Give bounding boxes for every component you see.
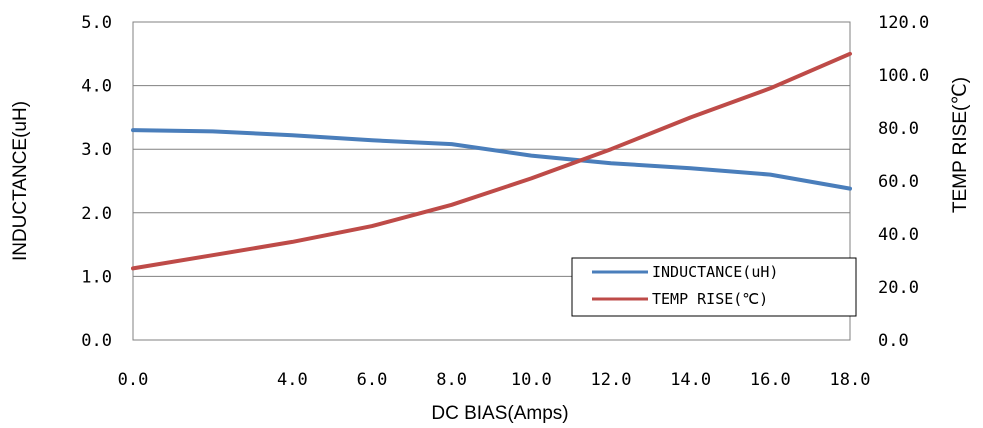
y-tick-labels: 0.0 1.0 2.0 3.0 4.0 5.0 [81,13,112,351]
x-tick-label: 16.0 [750,370,791,390]
y2-tick-label: 20.0 [878,278,919,298]
series-line-temp-rise [131,51,852,271]
y-tick-label: 3.0 [81,140,112,160]
y2-tick-label: 40.0 [878,225,919,245]
y2-tick-label: 120.0 [878,13,929,33]
x-tick-label: 12.0 [591,370,632,390]
y2-tick-label: 60.0 [878,172,919,192]
legend-box [571,257,857,317]
y2-tick-label: 80.0 [878,119,919,139]
x-tick-label: 10.0 [511,370,552,390]
x-axis-title: DC BIAS(Amps) [431,403,568,424]
x-tick-label: 18.0 [830,370,871,390]
x-tick-label: 8.0 [436,370,467,390]
x-tick-label: 4.0 [277,370,308,390]
x-tick-labels: 0.0 4.0 6.0 8.0 10.0 12.0 14.0 16.0 18.0 [118,370,871,390]
legend-label-inductance: INDUCTANCE(uH) [652,263,778,281]
y2-tick-label: 100.0 [878,66,929,86]
x-tick-label: 14.0 [670,370,711,390]
y-tick-label: 0.0 [81,331,112,351]
x-tick-label: 6.0 [357,370,388,390]
y-tick-label: 5.0 [81,13,112,33]
y-tick-label: 4.0 [81,77,112,97]
series-line-inductance [131,128,852,191]
x-tick-label: 0.0 [118,370,149,390]
plot-area [132,21,851,341]
y2-axis-title: TEMP RISE(℃) [950,77,971,213]
legend: INDUCTANCE(uH) TEMP RISE(℃) [571,257,857,317]
series-group [131,51,852,271]
y-axis-title: INDUCTANCE(uH) [10,101,31,261]
y2-tick-label: 0.0 [878,331,909,351]
legend-label-temp-rise: TEMP RISE(℃) [652,290,768,308]
y-tick-label: 2.0 [81,204,112,224]
y2-tick-labels: 0.0 20.0 40.0 60.0 80.0 100.0 120.0 [878,13,929,351]
y-tick-label: 1.0 [81,267,112,287]
